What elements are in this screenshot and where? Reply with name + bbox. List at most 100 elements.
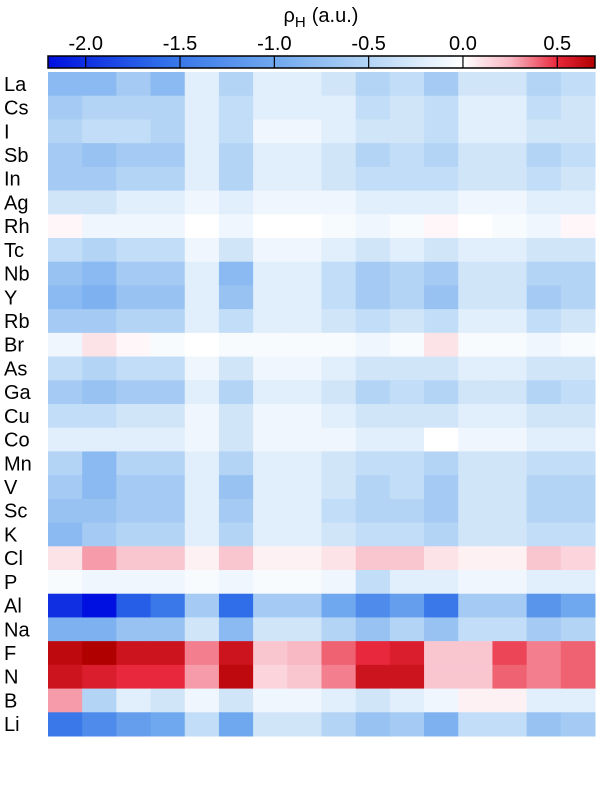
heatmap-cell: [321, 641, 357, 666]
heatmap-cell: [424, 570, 459, 595]
heatmap-cell: [253, 261, 288, 286]
heatmap-cell: [218, 309, 254, 334]
heatmap-cell: [116, 190, 152, 215]
heatmap-cell: [287, 166, 322, 192]
heatmap-cell: [184, 641, 220, 666]
colorbar-symbol: ρ: [284, 5, 295, 27]
heatmap-cell: [184, 570, 220, 595]
heatmap-cell: [82, 309, 117, 334]
heatmap-cell: [526, 143, 562, 168]
heatmap-cell: [184, 238, 220, 263]
heatmap-cell: [321, 214, 357, 239]
heatmap-cell: [389, 143, 425, 168]
heatmap-cell: [82, 617, 117, 642]
heatmap-cell: [389, 190, 425, 215]
heatmap-cell: [560, 593, 596, 618]
heatmap-cell: [560, 688, 596, 713]
heatmap-cell: [424, 166, 459, 192]
heatmap-cell: [355, 214, 391, 239]
heatmap-cell: [321, 664, 357, 690]
heatmap-cell: [82, 214, 117, 239]
row-label: Cu: [4, 406, 30, 428]
heatmap-cell: [560, 285, 596, 310]
heatmap-cell: [321, 404, 357, 429]
heatmap-cell: [526, 404, 562, 429]
heatmap-cell: [389, 332, 425, 358]
heatmap-cell: [321, 475, 357, 500]
heatmap-cell: [82, 119, 117, 144]
heatmap-cell: [253, 712, 288, 737]
heatmap-cell: [48, 238, 83, 263]
row-label: Rb: [4, 311, 30, 333]
heatmap-cell: [184, 688, 220, 713]
heatmap-cell: [458, 285, 493, 310]
heatmap-cell: [424, 261, 459, 286]
heatmap-cell: [321, 427, 357, 452]
heatmap-cell: [150, 451, 186, 476]
heatmap-cell: [287, 119, 322, 144]
heatmap-cell: [218, 641, 254, 666]
heatmap-cell: [458, 309, 493, 334]
heatmap-cell: [355, 190, 391, 215]
heatmap-cell: [82, 546, 117, 571]
heatmap-cell: [560, 546, 596, 571]
heatmap-cell: [150, 72, 186, 97]
heatmap-cell: [253, 451, 288, 476]
heatmap-cell: [150, 95, 186, 120]
heatmap-cell: [82, 332, 117, 358]
heatmap-cell: [492, 712, 528, 737]
heatmap-cell: [389, 451, 425, 476]
heatmap-cell: [458, 190, 493, 215]
heatmap-cell: [184, 356, 220, 381]
row-label: Ag: [4, 192, 28, 214]
heatmap-cell: [116, 522, 152, 547]
heatmap-cell: [48, 546, 83, 571]
heatmap-cell: [116, 404, 152, 429]
heatmap-cell: [82, 261, 117, 286]
heatmap-cell: [389, 404, 425, 429]
heatmap-cell: [321, 72, 357, 97]
heatmap-cell: [184, 261, 220, 286]
heatmap-cell: [424, 427, 459, 452]
heatmap-cell: [492, 475, 528, 500]
heatmap-cell: [150, 688, 186, 713]
row-label: Ga: [4, 382, 32, 404]
heatmap-cell: [560, 404, 596, 429]
heatmap-cell: [48, 522, 83, 547]
heatmap-cell: [218, 570, 254, 595]
row-label: V: [4, 477, 18, 499]
heatmap-cell: [287, 522, 322, 547]
heatmap-cell: [526, 451, 562, 476]
heatmap-cell: [253, 617, 288, 642]
row-label: Cl: [4, 548, 23, 570]
heatmap-cell: [116, 498, 152, 524]
row-label: Li: [4, 714, 20, 736]
heatmap-cell: [526, 309, 562, 334]
heatmap-cell: [253, 404, 288, 429]
heatmap-cell: [492, 119, 528, 144]
heatmap-cell: [184, 475, 220, 500]
heatmap-cell: [253, 688, 288, 713]
heatmap-cell: [218, 214, 254, 239]
heatmap-cell: [150, 617, 186, 642]
heatmap-cell: [424, 404, 459, 429]
heatmap-cell: [287, 546, 322, 571]
heatmap-cell: [184, 72, 220, 97]
heatmap-cell: [150, 190, 186, 215]
heatmap-cell: [355, 570, 391, 595]
heatmap-cell: [150, 285, 186, 310]
heatmap-cell: [184, 309, 220, 334]
heatmap-cell: [218, 664, 254, 690]
heatmap-cell: [116, 546, 152, 571]
heatmap-cell: [321, 570, 357, 595]
heatmap-cell: [389, 498, 425, 524]
heatmap-cell: [287, 617, 322, 642]
heatmap-cell: [526, 72, 562, 97]
heatmap-cell: [458, 404, 493, 429]
heatmap-cell: [116, 72, 152, 97]
heatmap-cell: [150, 166, 186, 192]
heatmap-cell: [48, 475, 83, 500]
heatmap-cell: [424, 380, 459, 405]
heatmap-cell: [526, 166, 562, 192]
heatmap-cell: [355, 166, 391, 192]
